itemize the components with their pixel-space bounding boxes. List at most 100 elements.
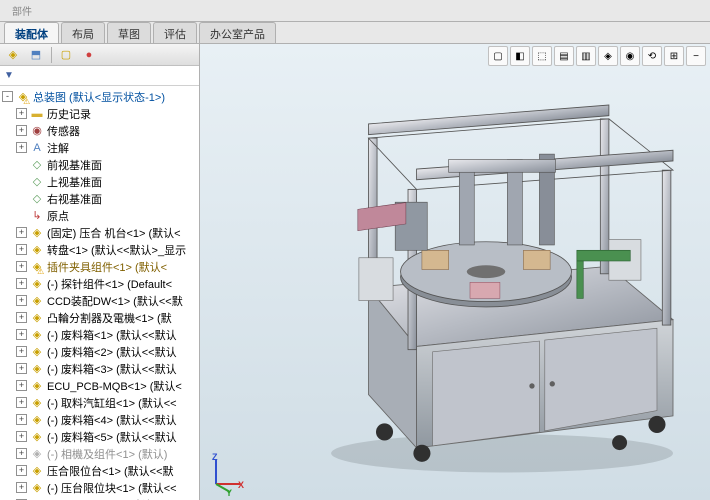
- expander-icon[interactable]: +: [16, 346, 27, 357]
- tree-label: (-) 废料箱<2> (默认<<默认: [47, 344, 177, 360]
- expander-icon: [16, 193, 27, 204]
- expander-icon[interactable]: +: [16, 142, 27, 153]
- tree-item-19[interactable]: +◈(-) 废料箱<4> (默认<<默认: [0, 411, 199, 428]
- appearance-tab-icon[interactable]: ●: [78, 46, 100, 64]
- tree-label: 总装图 (默认<显示状态-1>): [33, 89, 165, 105]
- tree-label: 凸輪分割器及電機<1> (默: [47, 310, 172, 326]
- config-tab-icon[interactable]: ⬒: [25, 46, 47, 64]
- tree-label: 转盘<1> (默认<<默认>_显示: [47, 242, 186, 258]
- tree-label: 注解: [47, 140, 69, 156]
- viewport-btn-1[interactable]: ◧: [510, 46, 530, 66]
- expander-icon[interactable]: +: [16, 448, 27, 459]
- part-icon: ◈: [30, 481, 44, 495]
- tree-item-5[interactable]: ◇上视基准面: [0, 173, 199, 190]
- part-icon: ◈: [30, 277, 44, 291]
- expander-icon[interactable]: +: [16, 482, 27, 493]
- expander-icon[interactable]: +: [16, 278, 27, 289]
- main-tabs-row: 装配体布局草图评估办公室产品: [0, 22, 710, 44]
- tree-item-22[interactable]: +◈压合限位台<1> (默认<<默: [0, 462, 199, 479]
- folder-icon: ▬: [30, 107, 44, 121]
- tree-item-12[interactable]: +◈CCD装配DW<1> (默认<<默: [0, 292, 199, 309]
- assembly-tab-icon[interactable]: ◈: [2, 46, 24, 64]
- tree-item-17[interactable]: +◈ECU_PCB-MQB<1> (默认<: [0, 377, 199, 394]
- tree-item-6[interactable]: ◇右视基准面: [0, 190, 199, 207]
- panel-toolbar: ◈ ⬒ ▢ ●: [0, 44, 199, 66]
- expander-icon[interactable]: +: [16, 295, 27, 306]
- tree-item-4[interactable]: ◇前视基准面: [0, 156, 199, 173]
- tree-item-11[interactable]: +◈(-) 探针组件<1> (Default<: [0, 275, 199, 292]
- expander-icon[interactable]: +: [16, 125, 27, 136]
- part-icon: ◈: [30, 328, 44, 342]
- plane-icon: ◇: [30, 192, 44, 206]
- view-triad[interactable]: Z X Y: [208, 452, 248, 492]
- viewport-btn-2[interactable]: ⬚: [532, 46, 552, 66]
- viewport-btn-9[interactable]: −: [686, 46, 706, 66]
- tree-item-13[interactable]: +◈凸輪分割器及電機<1> (默: [0, 309, 199, 326]
- tree-label: (-) 废料箱<4> (默认<<默认: [47, 412, 177, 428]
- filter-icon[interactable]: ▼: [4, 70, 14, 81]
- expander-icon[interactable]: +: [16, 363, 27, 374]
- tree-item-10[interactable]: +◈⚠插件夹具组件<1> (默认<: [0, 258, 199, 275]
- tree-item-16[interactable]: +◈(-) 废料箱<3> (默认<<默认: [0, 360, 199, 377]
- tab-3[interactable]: 评估: [153, 22, 197, 43]
- tree-item-14[interactable]: +◈(-) 废料箱<1> (默认<<默认: [0, 326, 199, 343]
- tree-item-7[interactable]: ↳原点: [0, 207, 199, 224]
- expander-icon[interactable]: +: [16, 312, 27, 323]
- tree-label: 前视基准面: [47, 157, 102, 173]
- tab-2[interactable]: 草图: [107, 22, 151, 43]
- viewport-btn-8[interactable]: ⊞: [664, 46, 684, 66]
- tree-item-23[interactable]: +◈(-) 压台限位块<1> (默认<<: [0, 479, 199, 496]
- viewport-btn-5[interactable]: ◈: [598, 46, 618, 66]
- viewport-btn-3[interactable]: ▤: [554, 46, 574, 66]
- viewport-btn-7[interactable]: ⟲: [642, 46, 662, 66]
- viewport-btn-4[interactable]: ▥: [576, 46, 596, 66]
- viewport-btn-6[interactable]: ◉: [620, 46, 640, 66]
- expander-icon[interactable]: +: [16, 261, 27, 272]
- feature-manager-panel: ◈ ⬒ ▢ ● ▼ -◈⚠总装图 (默认<显示状态-1>)+▬历史记录+◉传感器…: [0, 44, 200, 500]
- origin-icon: ↳: [30, 209, 44, 223]
- tree-label: (-) 探针组件<1> (Default<: [47, 276, 172, 292]
- tab-0[interactable]: 装配体: [4, 22, 59, 43]
- display-tab-icon[interactable]: ▢: [55, 46, 77, 64]
- tree-item-21[interactable]: +◈(-) 相機及组件<1> (默认): [0, 445, 199, 462]
- model-svg: [250, 74, 690, 480]
- expander-icon[interactable]: +: [16, 244, 27, 255]
- tree-item-1[interactable]: +▬历史记录: [0, 105, 199, 122]
- expander-icon[interactable]: +: [16, 108, 27, 119]
- tree-label: 原点: [47, 208, 69, 224]
- expander-icon[interactable]: +: [16, 414, 27, 425]
- note-icon: A: [30, 141, 44, 155]
- model-view[interactable]: [250, 74, 690, 480]
- tree-item-2[interactable]: +◉传感器: [0, 122, 199, 139]
- tree-item-15[interactable]: +◈(-) 废料箱<2> (默认<<默认: [0, 343, 199, 360]
- tree-item-9[interactable]: +◈转盘<1> (默认<<默认>_显示: [0, 241, 199, 258]
- viewport-btn-0[interactable]: ▢: [488, 46, 508, 66]
- tree-item-3[interactable]: +A注解: [0, 139, 199, 156]
- tree-item-18[interactable]: +◈(-) 取料汽缸组<1> (默认<<: [0, 394, 199, 411]
- part-icon: ◈: [30, 430, 44, 444]
- tab-1[interactable]: 布局: [61, 22, 105, 43]
- tree-label: (-) 废料箱<1> (默认<<默认: [47, 327, 177, 343]
- separator: [51, 47, 52, 63]
- tree-item-8[interactable]: +◈(固定) 压合 机台<1> (默认<: [0, 224, 199, 241]
- graphics-viewport[interactable]: ▢◧⬚▤▥◈◉⟲⊞−: [200, 44, 710, 500]
- expander-icon[interactable]: +: [16, 465, 27, 476]
- expander-icon[interactable]: +: [16, 380, 27, 391]
- plane-icon: ◇: [30, 175, 44, 189]
- expander-icon: [16, 210, 27, 221]
- part-icon: ◈: [30, 243, 44, 257]
- feature-tree[interactable]: -◈⚠总装图 (默认<显示状态-1>)+▬历史记录+◉传感器+A注解◇前视基准面…: [0, 86, 199, 500]
- expander-icon[interactable]: +: [16, 431, 27, 442]
- tree-label: (-) 取料汽缸组<1> (默认<<: [47, 395, 177, 411]
- expander-icon[interactable]: -: [2, 91, 13, 102]
- tree-item-20[interactable]: +◈(-) 废料箱<5> (默认<<默认: [0, 428, 199, 445]
- tab-4[interactable]: 办公室产品: [199, 22, 276, 43]
- expander-icon[interactable]: +: [16, 329, 27, 340]
- tree-item-0[interactable]: -◈⚠总装图 (默认<显示状态-1>): [0, 88, 199, 105]
- tree-item-24[interactable]: +◈(-) MCLN12<2> (默认<显示: [0, 496, 199, 500]
- expander-icon[interactable]: +: [16, 397, 27, 408]
- expander-icon[interactable]: +: [16, 227, 27, 238]
- tree-label: (固定) 压合 机台<1> (默认<: [47, 225, 181, 241]
- sensor-icon: ◉: [30, 124, 44, 138]
- tree-label: 传感器: [47, 123, 80, 139]
